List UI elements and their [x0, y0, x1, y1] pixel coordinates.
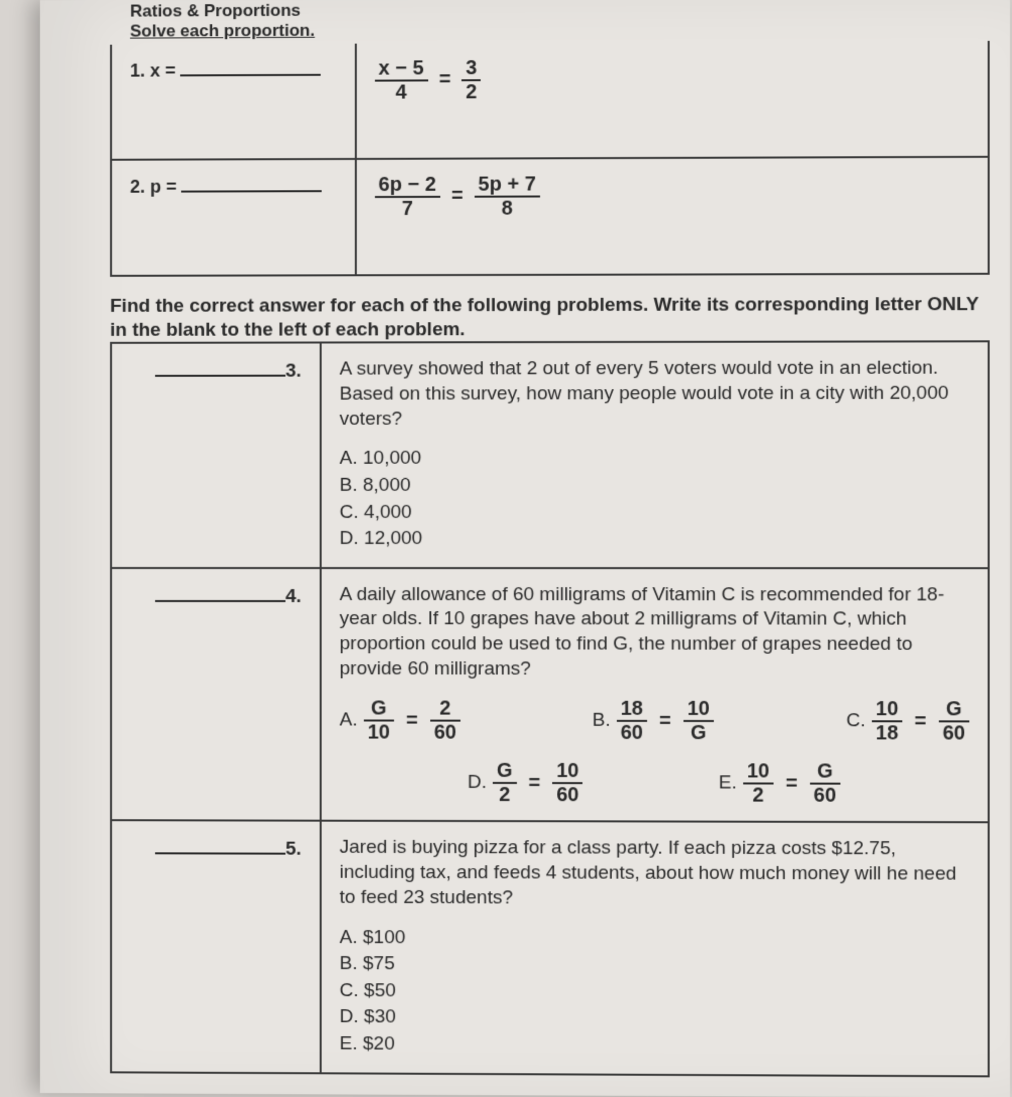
q5-number-cell: 5.: [111, 821, 320, 1073]
p2-rhs: 5p + 7 8: [474, 173, 540, 219]
q5-choice-e: E. $20: [340, 1031, 970, 1060]
p2-lhs: 6p − 2 7: [375, 173, 441, 219]
q4-row2: D. G2 = 1060 E. 102 = G60: [340, 760, 970, 808]
q3-num: 3.: [285, 361, 301, 382]
problem-1-equation: x − 5 4 = 3 2: [355, 41, 988, 159]
q4-choice-e: E. 102 = G60: [719, 761, 841, 808]
equals-sign: =: [445, 185, 469, 208]
q3-choice-b: B. 8,000: [340, 472, 970, 499]
q4-choice-c: C. 1018 = G60: [846, 699, 969, 746]
q5-choice-a: A. $100: [340, 925, 970, 954]
q3-choices: A. 10,000 B. 8,000 C. 4,000 D. 12,000: [340, 446, 970, 553]
q4-choice-a: A. G10 = 260: [340, 698, 461, 744]
problem-2-label: 2. p =: [130, 176, 177, 196]
q5-choice-c: C. $50: [340, 978, 970, 1007]
worksheet-page: Ratios & Proportions Solve each proporti…: [40, 0, 1010, 1097]
q4-text: A daily allowance of 60 milligrams of Vi…: [340, 583, 970, 683]
q5-choice-b: B. $75: [340, 951, 970, 980]
q3-choice-d: D. 12,000: [340, 526, 970, 553]
q4-choice-d: D. G2 = 1060: [467, 760, 582, 806]
q5-text: Jared is buying pizza for a class party.…: [340, 836, 970, 912]
answer-blank-2[interactable]: [181, 174, 321, 192]
multiple-choice-table: 3. A survey showed that 2 out of every 5…: [110, 341, 990, 1077]
q4-choice-b: B. 1860 = 10G: [592, 698, 713, 744]
q4-row1: A. G10 = 260 B. 1860 = 10G C. 1018 =: [340, 698, 970, 745]
header-line2: Solve each proportion.: [130, 18, 990, 42]
q3-number-cell: 3.: [111, 343, 320, 568]
q3-cell: A survey showed that 2 out of every 5 vo…: [320, 342, 988, 568]
problem-2-equation: 6p − 2 7 = 5p + 7 8: [355, 157, 988, 275]
mc-instructions: Find the correct answer for each of the …: [110, 293, 990, 342]
answer-blank-4[interactable]: [155, 583, 285, 602]
q4-num: 4.: [285, 586, 301, 607]
q5-cell: Jared is buying pizza for a class party.…: [320, 821, 988, 1076]
q5-choice-d: D. $30: [340, 1005, 970, 1034]
worksheet-header: Ratios & Proportions Solve each proporti…: [110, 0, 990, 42]
q5-num: 5.: [285, 839, 301, 860]
answer-blank-1[interactable]: [180, 58, 320, 77]
q4-number-cell: 4.: [111, 568, 320, 821]
q3-choice-c: C. 4,000: [340, 499, 970, 526]
problem-1-label: 1. x =: [130, 60, 176, 80]
solve-proportion-table: 1. x = x − 5 4 = 3 2 2. p =: [110, 41, 990, 277]
equals-sign: =: [433, 69, 457, 92]
p1-rhs: 3 2: [462, 57, 481, 103]
answer-blank-3[interactable]: [155, 358, 285, 377]
p1-lhs: x − 5 4: [375, 57, 428, 103]
answer-blank-5[interactable]: [155, 836, 285, 855]
q3-text: A survey showed that 2 out of every 5 vo…: [340, 357, 970, 432]
q4-cell: A daily allowance of 60 milligrams of Vi…: [320, 568, 988, 823]
q3-choice-a: A. 10,000: [340, 446, 970, 473]
problem-2-prompt: 2. p =: [111, 159, 355, 276]
problem-1-prompt: 1. x =: [111, 43, 355, 159]
